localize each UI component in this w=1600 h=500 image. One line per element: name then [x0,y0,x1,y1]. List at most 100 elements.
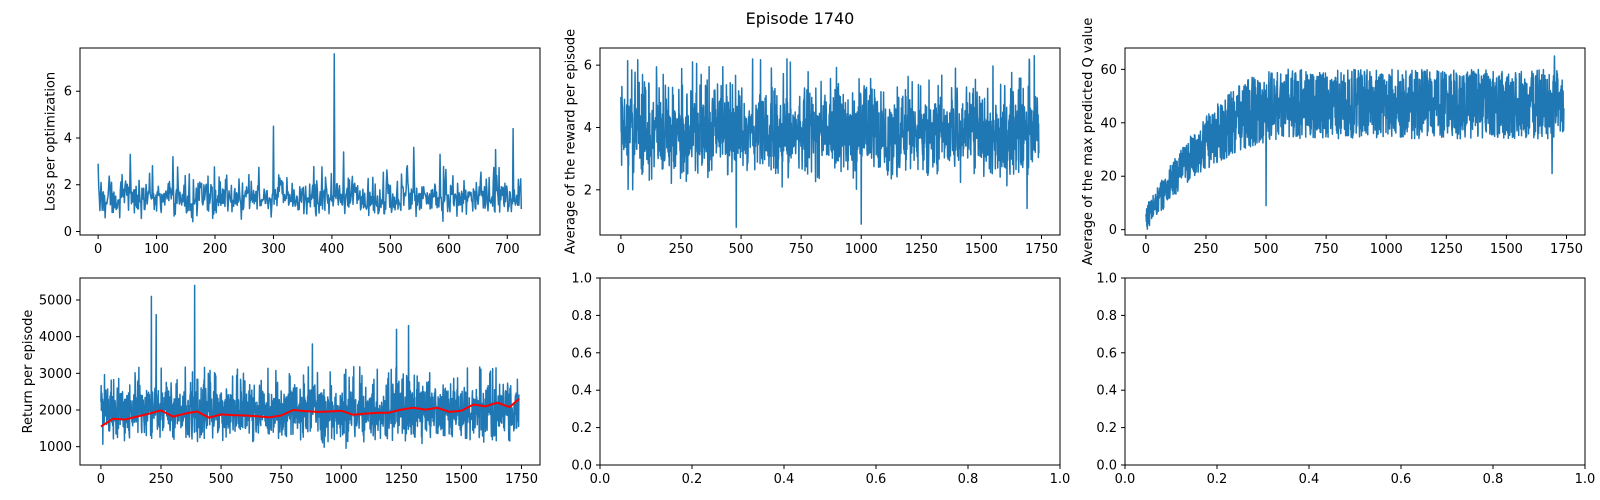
series-line-return [100,284,520,450]
x-tick-label: 750 [789,242,814,257]
chart-loss: 0 100 200 300 400 500 600 700 0 2 4 6 Loss per optim… [44,47,541,257]
x-tick-label: 200 [203,242,228,257]
y-tick-label: 2 [584,183,592,198]
y-tick-label: 0.4 [571,384,592,399]
y-tick-label: 2000 [39,404,72,419]
chart-return: 0 250 500 750 1000 1250 1500 1750 1000 2000 3000 40… [21,277,541,487]
x-tick-label: 1500 [445,472,478,487]
y-tick-label: 60 [1100,63,1117,78]
x-tick-label: 500 [209,472,234,487]
y-tick-label: 0.8 [571,309,592,324]
x-tick-label: 1750 [1025,242,1058,257]
x-tick-label: 750 [269,472,294,487]
x-tick-label: 0.8 [1483,472,1504,487]
x-tick-label: 0.4 [1299,472,1320,487]
x-tick-label: 500 [729,242,754,257]
axes-frame [79,277,541,466]
y-tick-label: 0.0 [571,459,592,474]
x-tick-label: 250 [669,242,694,257]
x-tick-label: 0.2 [1207,472,1228,487]
y-tick-label: 0.6 [571,346,592,361]
x-tick-label: 700 [495,242,520,257]
x-tick-label: 1500 [965,242,998,257]
x-tick-label: 1.0 [1050,472,1071,487]
x-tick-label: 1000 [845,242,878,257]
axes-frame [1124,277,1586,466]
x-tick-label: 0.0 [590,472,611,487]
y-tick-label: 0 [64,225,72,240]
y-axis-label: Return per episode [21,310,36,434]
y-tick-label: 0.8 [1096,309,1117,324]
axes-frame [599,47,1061,236]
x-tick-label: 250 [1194,242,1219,257]
y-tick-label: 1000 [39,440,72,455]
axes-frame [599,277,1061,466]
x-tick-label: 400 [320,242,345,257]
y-tick-label: 0.4 [1096,384,1117,399]
x-tick-label: 0 [97,472,105,487]
series-line-average-reward [620,55,1040,228]
x-tick-label: 0.0 [1115,472,1136,487]
plot-area [620,55,1040,228]
plot-area [1145,55,1565,230]
y-tick-label: 1.0 [1096,272,1117,287]
x-tick-label: 0 [94,242,102,257]
x-tick-label: 1750 [505,472,538,487]
y-tick-label: 3000 [39,367,72,382]
x-tick-label: 0.2 [682,472,703,487]
y-tick-label: 6 [64,85,72,100]
x-tick-label: 1000 [325,472,358,487]
figure-title: Episode 1740 [746,9,855,28]
x-tick-label: 1250 [1430,242,1463,257]
chart-reward: 0 250 500 750 1000 1250 1500 1750 2 4 6 Average of … [564,29,1061,257]
x-tick-label: 500 [1254,242,1279,257]
y-tick-label: 6 [584,59,592,74]
series-line-max-predicted-Q [1145,55,1565,230]
chart-empty1: 0.0 0.2 0.4 0.6 0.8 1.0 0.0 0.2 0.4 0.6 0.8 1.0 [571,272,1070,488]
x-tick-label: 1.0 [1575,472,1596,487]
x-tick-label: 0 [1142,242,1150,257]
x-tick-label: 1000 [1370,242,1403,257]
x-tick-label: 300 [261,242,286,257]
x-tick-label: 0.4 [774,472,795,487]
series-line-loss [97,53,523,223]
axes-frame [79,47,541,236]
chart-empty2: 0.0 0.2 0.4 0.6 0.8 1.0 0.0 0.2 0.4 0.6 0.8 1.0 [1096,272,1595,488]
x-tick-label: 600 [436,242,461,257]
x-tick-label: 0 [617,242,625,257]
y-tick-label: 4 [64,131,72,146]
plot-area [97,53,523,223]
y-tick-label: 0.6 [1096,346,1117,361]
x-tick-label: 500 [378,242,403,257]
y-tick-label: 2 [64,178,72,193]
plot-area [100,284,520,450]
y-tick-label: 40 [1100,116,1117,131]
x-tick-label: 0.6 [1391,472,1412,487]
x-tick-label: 1250 [385,472,418,487]
y-tick-label: 4 [584,121,592,136]
axes-frame [1124,47,1586,236]
x-tick-label: 100 [144,242,169,257]
y-tick-label: 0.2 [1096,421,1117,436]
x-tick-label: 1750 [1550,242,1583,257]
x-tick-label: 1250 [905,242,938,257]
y-tick-label: 0.2 [571,421,592,436]
x-tick-label: 750 [1314,242,1339,257]
y-tick-label: 5000 [39,294,72,309]
y-axis-label: Loss per optimization [44,72,59,211]
x-tick-label: 250 [149,472,174,487]
y-tick-label: 0 [1109,223,1117,238]
y-tick-label: 1.0 [571,272,592,287]
y-tick-label: 20 [1100,170,1117,185]
x-tick-label: 0.6 [866,472,887,487]
y-tick-label: 4000 [39,330,72,345]
y-axis-label: Average of the reward per episode [564,29,579,254]
chart-maxq: 0 250 500 750 1000 1250 1500 1750 0 20 40 60 Average… [1081,18,1586,266]
y-axis-label: Average of the max predicted Q value [1081,18,1096,266]
x-tick-label: 1500 [1490,242,1523,257]
y-tick-label: 0.0 [1096,459,1117,474]
series-line-moving-average [100,398,520,428]
x-tick-label: 0.8 [958,472,979,487]
